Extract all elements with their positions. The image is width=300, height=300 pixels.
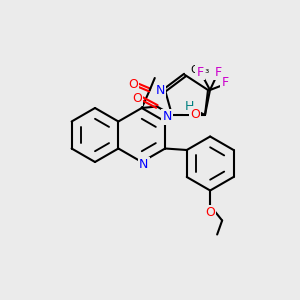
Text: F: F: [196, 65, 204, 79]
Text: CH₃: CH₃: [190, 65, 210, 75]
Text: O: O: [128, 79, 138, 92]
Text: F: F: [221, 76, 229, 88]
Text: O: O: [190, 107, 200, 121]
Text: O: O: [132, 92, 142, 105]
Text: O: O: [205, 206, 215, 219]
Text: H: H: [184, 100, 194, 112]
Text: N: N: [155, 83, 165, 97]
Text: N: N: [139, 158, 148, 172]
Text: N: N: [162, 110, 172, 124]
Text: F: F: [214, 65, 222, 79]
